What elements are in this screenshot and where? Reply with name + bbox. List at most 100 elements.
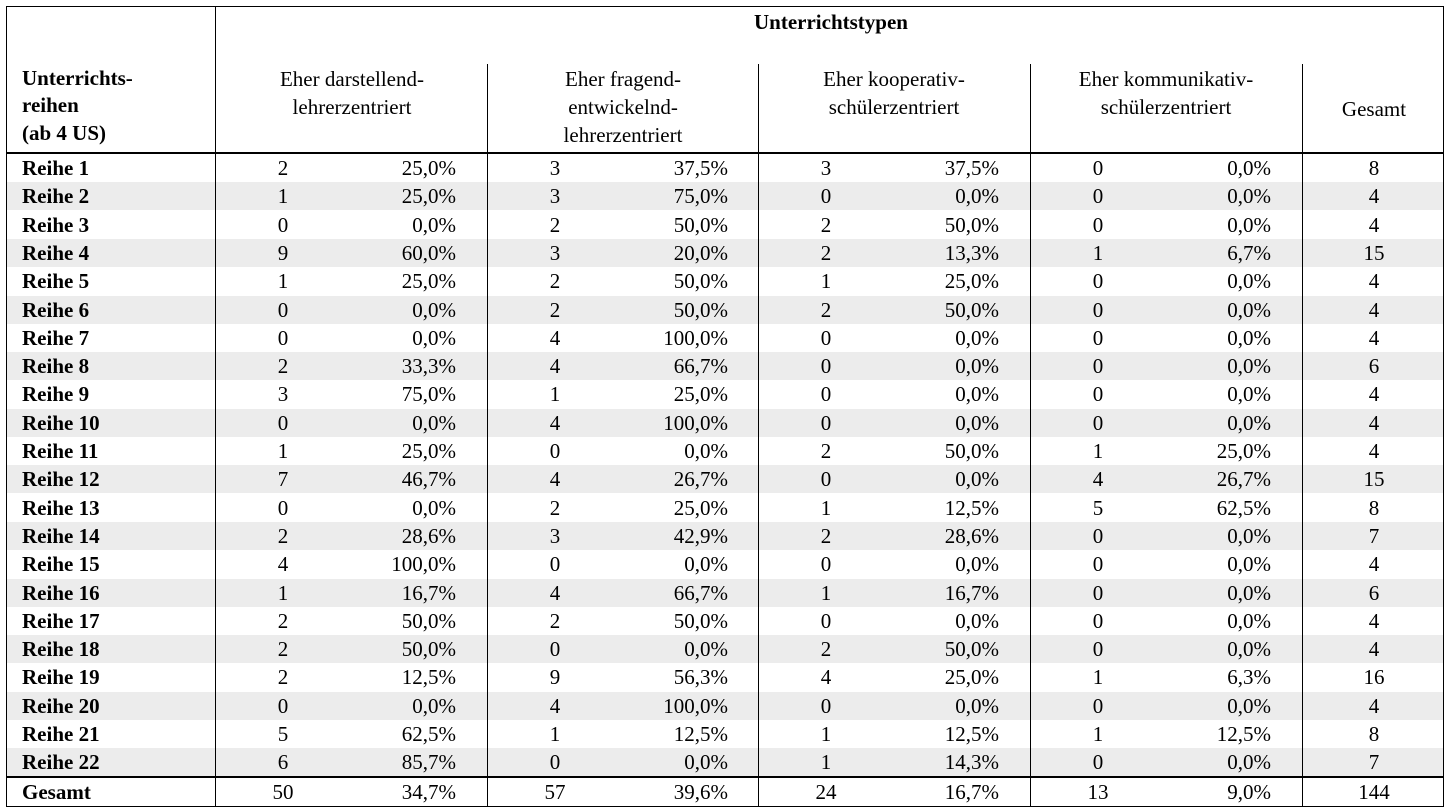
row-label: Reihe 5 xyxy=(22,269,90,294)
count-cell: 2 xyxy=(549,297,561,322)
count-cell: 3 xyxy=(549,523,561,548)
count-cell: 4 xyxy=(549,580,561,605)
percent-cell: 50,0% xyxy=(401,608,456,633)
total-cell: 7 xyxy=(1368,523,1380,548)
percent-cell: 25,0% xyxy=(401,269,456,294)
row-header-line-1: Unterrichts- xyxy=(22,66,133,90)
percent-cell: 28,6% xyxy=(401,523,456,548)
row-label: Reihe 13 xyxy=(22,495,100,520)
count-cell: 13 xyxy=(1087,780,1109,804)
count-cell: 3 xyxy=(549,240,561,265)
col-kommunikativ-line-2: schülerzentriert xyxy=(1100,95,1232,119)
row-label: Reihe 11 xyxy=(22,439,99,463)
count-cell: 2 xyxy=(277,665,289,690)
row-label: Reihe 18 xyxy=(22,637,100,662)
col-divider-2 xyxy=(758,64,759,807)
percent-cell: 34,7% xyxy=(401,780,456,804)
count-cell: 0 xyxy=(1092,608,1104,633)
count-cell: 7 xyxy=(277,467,289,492)
count-cell: 2 xyxy=(549,495,561,520)
percent-cell: 0,0% xyxy=(955,354,999,379)
data-table: Unterrichtstypen Unterrichts- reihen (ab… xyxy=(6,6,1444,807)
percent-cell: 25,0% xyxy=(944,665,999,690)
percent-cell: 50,0% xyxy=(673,608,728,633)
percent-cell: 0,0% xyxy=(1227,156,1271,180)
count-cell: 9 xyxy=(277,240,289,265)
percent-cell: 0,0% xyxy=(684,552,728,577)
percent-cell: 0,0% xyxy=(1227,184,1271,209)
total-cell: 4 xyxy=(1368,184,1380,209)
table-row: Reihe 1 2 25,0% 3 37,5% 3 37,5% 0 0,0% 8 xyxy=(6,154,1444,182)
percent-cell: 16,7% xyxy=(944,780,999,804)
percent-cell: 100,0% xyxy=(391,552,456,577)
percent-cell: 0,0% xyxy=(955,325,999,350)
percent-cell: 0,0% xyxy=(955,608,999,633)
count-cell: 0 xyxy=(820,552,832,577)
percent-cell: 0,0% xyxy=(1227,212,1271,237)
percent-cell: 75,0% xyxy=(673,184,728,209)
percent-cell: 0,0% xyxy=(1227,354,1271,379)
total-cell: 4 xyxy=(1368,297,1380,322)
percent-cell: 12,5% xyxy=(944,722,999,746)
percent-cell: 62,5% xyxy=(401,722,456,746)
percent-cell: 39,6% xyxy=(673,780,728,804)
count-cell: 0 xyxy=(277,495,289,520)
count-cell: 6 xyxy=(277,750,289,775)
percent-cell: 26,7% xyxy=(1216,467,1271,492)
count-cell: 0 xyxy=(1092,750,1104,775)
count-cell: 5 xyxy=(1092,495,1104,520)
row-label: Reihe 8 xyxy=(22,354,90,379)
percent-cell: 100,0% xyxy=(663,693,728,718)
count-cell: 2 xyxy=(549,212,561,237)
total-cell: 4 xyxy=(1368,608,1380,633)
count-cell: 2 xyxy=(277,637,289,662)
percent-cell: 12,5% xyxy=(944,495,999,520)
summary-row: Gesamt 50 34,7% 57 39,6% 24 16,7% 13 9,0% 144 xyxy=(6,778,1444,806)
count-cell: 2 xyxy=(820,439,832,463)
total-rule xyxy=(6,776,1444,778)
percent-cell: 0,0% xyxy=(955,410,999,435)
bottom-border xyxy=(6,806,1444,807)
percent-cell: 0,0% xyxy=(1227,580,1271,605)
count-cell: 3 xyxy=(549,184,561,209)
percent-cell: 0,0% xyxy=(955,552,999,577)
percent-cell: 25,0% xyxy=(673,495,728,520)
count-cell: 4 xyxy=(549,354,561,379)
table-row: Reihe 17 2 50,0% 2 50,0% 0 0,0% 0 0,0% 4 xyxy=(6,607,1444,635)
percent-cell: 12,5% xyxy=(673,722,728,746)
percent-cell: 16,7% xyxy=(944,580,999,605)
count-cell: 0 xyxy=(1092,212,1104,237)
percent-cell: 0,0% xyxy=(1227,693,1271,718)
percent-cell: 0,0% xyxy=(684,439,728,463)
col-fragend-line-1: Eher fragend- xyxy=(564,67,682,91)
count-cell: 2 xyxy=(277,608,289,633)
table-row: Reihe 15 4 100,0% 0 0,0% 0 0,0% 0 0,0% 4 xyxy=(6,550,1444,578)
percent-cell: 0,0% xyxy=(684,750,728,775)
percent-cell: 42,9% xyxy=(673,523,728,548)
count-cell: 1 xyxy=(1092,665,1104,690)
count-cell: 1 xyxy=(277,580,289,605)
count-cell: 57 xyxy=(544,780,566,804)
table-row: Reihe 3 0 0,0% 2 50,0% 2 50,0% 0 0,0% 4 xyxy=(6,211,1444,239)
percent-cell: 0,0% xyxy=(412,693,456,718)
count-cell: 4 xyxy=(1092,467,1104,492)
percent-cell: 50,0% xyxy=(944,439,999,463)
percent-cell: 50,0% xyxy=(944,637,999,662)
count-cell: 2 xyxy=(820,523,832,548)
count-cell: 0 xyxy=(820,325,832,350)
count-cell: 0 xyxy=(277,325,289,350)
count-cell: 0 xyxy=(1092,693,1104,718)
table-row: Reihe 20 0 0,0% 4 100,0% 0 0,0% 0 0,0% 4 xyxy=(6,691,1444,720)
count-cell: 4 xyxy=(549,325,561,350)
count-cell: 1 xyxy=(549,382,561,407)
percent-cell: 0,0% xyxy=(1227,410,1271,435)
percent-cell: 50,0% xyxy=(673,212,728,237)
col-divider-3 xyxy=(1030,64,1031,807)
count-cell: 2 xyxy=(820,212,832,237)
percent-cell: 66,7% xyxy=(673,354,728,379)
percent-cell: 0,0% xyxy=(412,495,456,520)
count-cell: 2 xyxy=(277,354,289,379)
percent-cell: 56,3% xyxy=(673,665,728,690)
count-cell: 4 xyxy=(820,665,832,690)
table-row: Reihe 4 9 60,0% 3 20,0% 2 13,3% 1 6,7% 15 xyxy=(6,238,1444,267)
